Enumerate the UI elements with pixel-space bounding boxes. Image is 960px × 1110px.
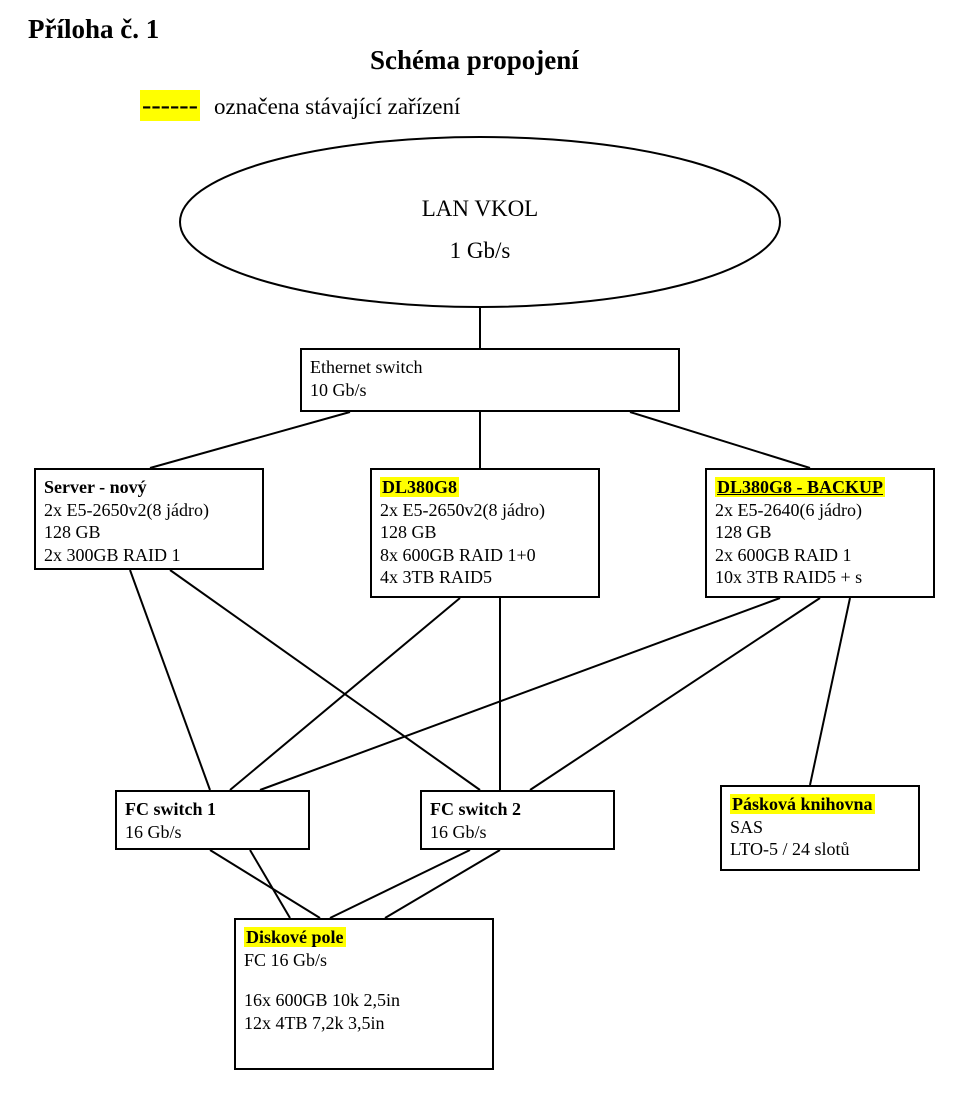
tape-l1: Pásková knihovna [730,793,910,816]
server-new-title: Server - nový [44,476,254,499]
lan-label-1: LAN VKOL [0,196,960,222]
tape-l2: SAS [730,816,910,839]
dl380-backup-box: DL380G8 - BACKUP 2x E5-2640(6 jádro) 128… [705,468,935,598]
disk-l3: 16x 600GB 10k 2,5in [244,989,484,1012]
tape-library-box: Pásková knihovna SAS LTO-5 / 24 slotů [720,785,920,871]
disk-l4: 12x 4TB 7,2k 3,5in [244,1012,484,1035]
eth-line1: Ethernet switch [310,356,670,379]
ethernet-switch-box: Ethernet switch 10 Gb/s [300,348,680,412]
disk-l2: FC 16 Gb/s [244,949,484,972]
lan-label-2: 1 Gb/s [0,238,960,264]
dl380-backup-l4: 2x 600GB RAID 1 [715,544,925,567]
fc2-title: FC switch 2 [430,798,605,821]
server-new-l3: 128 GB [44,521,254,544]
dl380-main-l4: 8x 600GB RAID 1+0 [380,544,590,567]
dl380-backup-l2: 2x E5-2640(6 jádro) [715,499,925,522]
disk-l1: Diskové pole [244,926,484,949]
fc-switch-1-box: FC switch 1 16 Gb/s [115,790,310,850]
fc2-speed: 16 Gb/s [430,821,605,844]
dl380-main-l3: 128 GB [380,521,590,544]
fc1-title: FC switch 1 [125,798,300,821]
dl380-backup-title: DL380G8 - BACKUP [715,476,925,499]
server-new-l4: 2x 300GB RAID 1 [44,544,254,567]
dl380-main-box: DL380G8 2x E5-2650v2(8 jádro) 128 GB 8x … [370,468,600,598]
fc-switch-2-box: FC switch 2 16 Gb/s [420,790,615,850]
eth-line2: 10 Gb/s [310,379,670,402]
server-new-l2: 2x E5-2650v2(8 jádro) [44,499,254,522]
tape-l3: LTO-5 / 24 slotů [730,838,910,861]
dl380-main-title: DL380G8 [380,476,590,499]
disk-array-box: Diskové pole FC 16 Gb/s 16x 600GB 10k 2,… [234,918,494,1070]
dl380-backup-l5: 10x 3TB RAID5 + s [715,566,925,589]
dl380-backup-l3: 128 GB [715,521,925,544]
dl380-main-l5: 4x 3TB RAID5 [380,566,590,589]
server-new-box: Server - nový 2x E5-2650v2(8 jádro) 128 … [34,468,264,570]
fc1-speed: 16 Gb/s [125,821,300,844]
dl380-main-l2: 2x E5-2650v2(8 jádro) [380,499,590,522]
